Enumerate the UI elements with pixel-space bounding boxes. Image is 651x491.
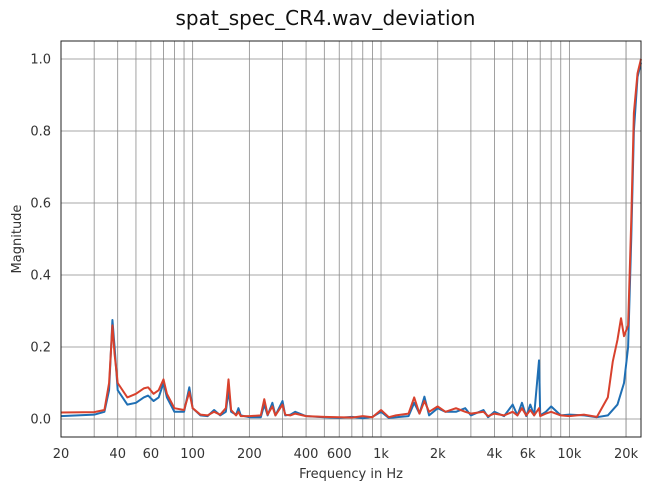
y-tick-label: 0.6 bbox=[30, 197, 51, 212]
x-tick-label: 600 bbox=[327, 447, 352, 462]
x-tick-label: 6k bbox=[520, 447, 536, 462]
x-tick-label: 20 bbox=[53, 447, 70, 462]
y-tick-label: 0.4 bbox=[30, 269, 51, 284]
series-line-2 bbox=[60, 58, 642, 419]
y-tick-labels: 0.0 0.2 0.4 0.6 0.8 1.0 bbox=[30, 53, 51, 428]
x-tick-label: 200 bbox=[237, 447, 262, 462]
x-tick-label: 400 bbox=[294, 447, 319, 462]
y-tick-label: 0.0 bbox=[30, 413, 51, 428]
plot-frame bbox=[60, 40, 642, 438]
y-axis-label: Magnitude bbox=[10, 205, 25, 274]
series-layer bbox=[60, 58, 642, 420]
y-tick-label: 1.0 bbox=[30, 53, 51, 68]
x-tick-label: 40 bbox=[109, 447, 126, 462]
x-tick-label: 1k bbox=[373, 447, 389, 462]
y-tick-label: 0.8 bbox=[30, 125, 51, 140]
x-tick-label: 100 bbox=[180, 447, 205, 462]
chart-title: spat_spec_CR4.wav_deviation bbox=[175, 6, 476, 30]
y-tick-label: 0.2 bbox=[30, 341, 51, 356]
x-tick-label: 60 bbox=[143, 447, 160, 462]
x-tick-labels: 20 40 60 100 200 400 600 1k 2k 4k 6k 10k 20k bbox=[53, 447, 639, 462]
grid-lines bbox=[60, 41, 641, 437]
x-axis-label: Frequency in Hz bbox=[299, 467, 403, 482]
x-tick-label: 20k bbox=[614, 447, 639, 462]
x-tick-label: 4k bbox=[487, 447, 503, 462]
series-line-1 bbox=[60, 62, 642, 420]
x-tick-label: 10k bbox=[557, 447, 582, 462]
x-tick-label: 2k bbox=[430, 447, 446, 462]
